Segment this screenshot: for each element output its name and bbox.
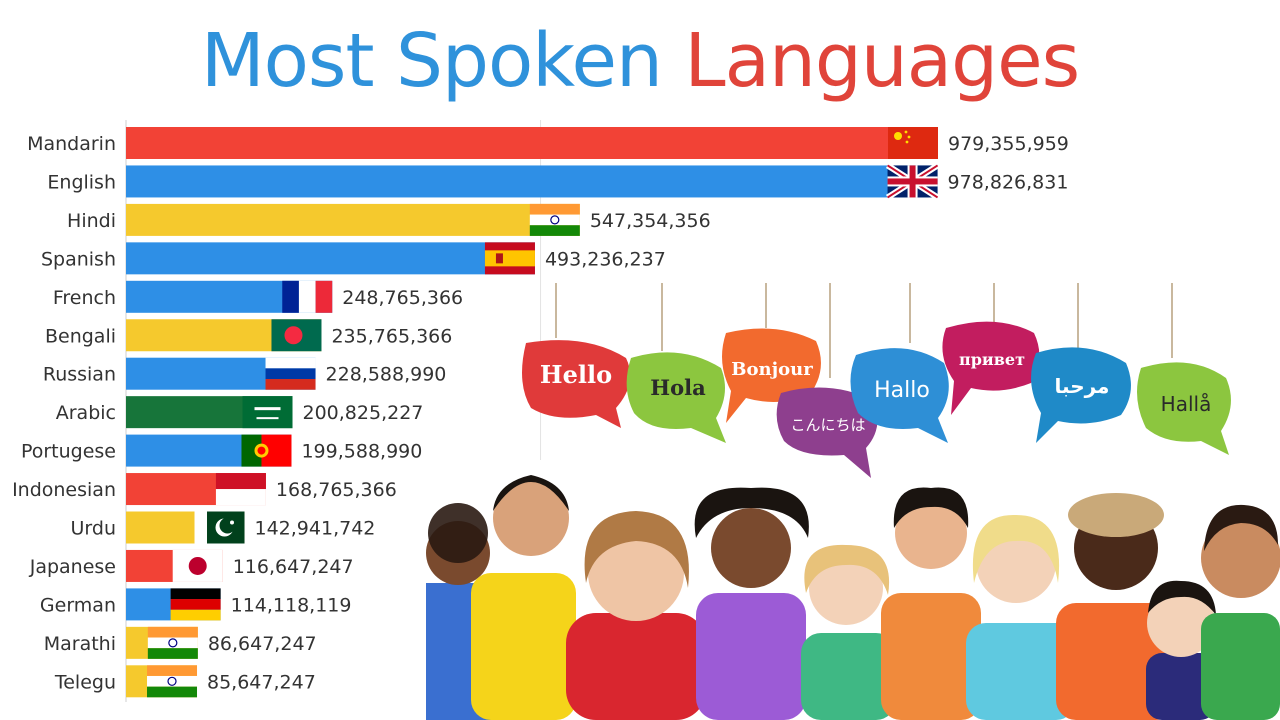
- greeting-bubble: Hello: [522, 340, 631, 428]
- category-label: English: [47, 171, 116, 193]
- category-label: Russian: [43, 364, 116, 386]
- value-label: 248,765,366: [342, 287, 463, 309]
- category-label: German: [40, 594, 116, 616]
- china-flag-icon: [888, 127, 938, 159]
- chart-title: Most Spoken Languages: [0, 18, 1280, 104]
- bar-row: Indonesian 168,765,366: [12, 473, 397, 506]
- category-label: Spanish: [41, 248, 116, 270]
- bar-row: Hindi 547,354,356: [67, 203, 711, 236]
- category-label: Hindi: [67, 210, 116, 232]
- value-label: 979,355,959: [948, 133, 1069, 155]
- svg-text:Hallå: Hallå: [1161, 392, 1212, 416]
- value-label: 85,647,247: [207, 671, 316, 693]
- value-label: 200,825,227: [303, 402, 424, 424]
- title-part-1: Most Spoken: [200, 18, 663, 104]
- pakistan-flag-icon: [194, 511, 245, 544]
- category-label: French: [53, 287, 116, 309]
- svg-text:Bonjour: Bonjour: [731, 359, 813, 380]
- category-label: Bengali: [45, 325, 116, 347]
- bar-row: Portugese 199,588,990: [21, 434, 422, 467]
- value-label: 199,588,990: [301, 441, 422, 463]
- bar: [126, 203, 580, 236]
- category-label: Indonesian: [12, 479, 116, 501]
- svg-text:Hola: Hola: [650, 375, 706, 400]
- svg-text:привет: привет: [959, 350, 1025, 369]
- bar-row: Spanish 493,236,237: [41, 242, 666, 275]
- value-label: 978,826,831: [948, 171, 1069, 193]
- bar-row: Marathi 86,647,247: [44, 626, 317, 659]
- bar: [126, 165, 938, 198]
- greeting-bubble: Hallå: [1137, 362, 1231, 455]
- greeting-bubble: こんにちは: [776, 387, 878, 478]
- india-flag-icon: [529, 203, 580, 236]
- greeting-bubble: Hola: [626, 352, 726, 443]
- russia-flag-icon: [265, 357, 316, 390]
- bar-row: French 248,765,366: [53, 280, 463, 313]
- category-label: Arabic: [56, 402, 116, 424]
- bar-row: Russian 228,588,990: [43, 357, 447, 390]
- portugal-flag-icon: [241, 434, 292, 467]
- saudi-flag-icon: [242, 396, 293, 429]
- title-part-2: Languages: [684, 18, 1080, 104]
- value-label: 228,588,990: [326, 364, 447, 386]
- spain-flag-icon: [484, 242, 535, 275]
- value-label: 493,236,237: [545, 248, 666, 270]
- germany-flag-icon: [170, 588, 221, 621]
- greeting-bubble: مرحبا: [1031, 347, 1131, 443]
- bar-row: Arabic 200,825,227: [56, 396, 424, 429]
- france-flag-icon: [282, 280, 333, 313]
- value-label: 86,647,247: [208, 633, 317, 655]
- bar-row: Telegu 85,647,247: [54, 665, 316, 698]
- category-label: Marathi: [44, 633, 116, 655]
- bar: [126, 242, 535, 275]
- greeting-bubble: Hallo: [850, 348, 949, 443]
- bangladesh-flag-icon: [271, 319, 322, 352]
- category-label: Japanese: [29, 556, 116, 578]
- bar: [126, 127, 938, 159]
- children-photo: [426, 475, 1280, 720]
- bar-row: German 114,118,119: [40, 588, 352, 621]
- india-flag-icon: [147, 626, 198, 659]
- bar-row: Urdu 142,941,742: [71, 511, 376, 544]
- greeting-bubble: привет: [942, 321, 1040, 415]
- bar-row: Mandarin 979,355,959: [27, 127, 1069, 159]
- value-label: 235,765,366: [331, 325, 452, 347]
- svg-text:Hallo: Hallo: [874, 378, 930, 403]
- category-label: Telegu: [54, 671, 116, 693]
- japan-flag-icon: [172, 549, 223, 582]
- indonesia-flag-icon: [215, 473, 266, 506]
- value-label: 114,118,119: [231, 594, 352, 616]
- category-label: Mandarin: [27, 133, 116, 155]
- chart-bars: Mandarin 979,355,959 English 978,826,831 Hin…: [12, 127, 1069, 698]
- bar-row: Japanese 116,647,247: [29, 549, 354, 582]
- value-label: 547,354,356: [590, 210, 711, 232]
- bar-row: English 978,826,831: [47, 162, 1069, 200]
- value-label: 116,647,247: [233, 556, 354, 578]
- svg-text:こんにちは: こんにちは: [790, 416, 865, 434]
- bar-row: Bengali 235,765,366: [45, 319, 452, 352]
- svg-text:مرحبا: مرحبا: [1055, 374, 1110, 398]
- category-label: Portugese: [21, 441, 116, 463]
- uk-flag-icon: [885, 162, 940, 200]
- india-flag-icon: [147, 665, 198, 698]
- greeting-bubble: Bonjour: [722, 328, 821, 423]
- value-label: 168,765,366: [276, 479, 397, 501]
- category-label: Urdu: [71, 518, 117, 540]
- svg-text:Hello: Hello: [540, 360, 612, 389]
- value-label: 142,941,742: [255, 518, 376, 540]
- children-illustration: Hello Hola Bonjour こんにちは Hallo привет مر…: [426, 283, 1280, 720]
